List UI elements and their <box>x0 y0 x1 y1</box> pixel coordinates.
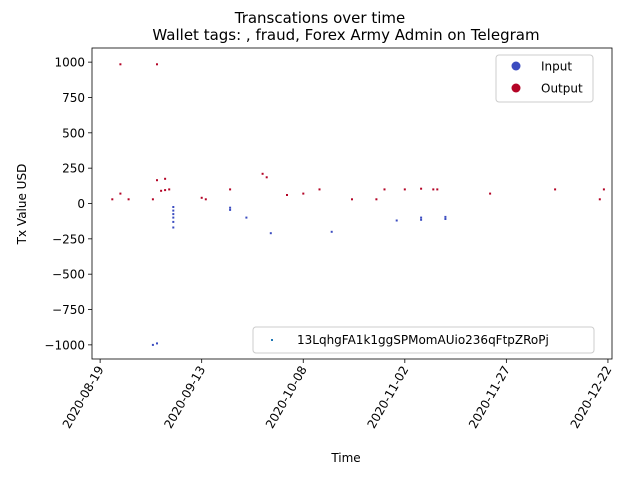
output-point <box>164 189 167 192</box>
input-point <box>156 342 158 345</box>
input-point <box>229 206 232 209</box>
legend-output-label: Output <box>541 82 583 96</box>
points-layer <box>111 63 605 346</box>
input-point <box>444 215 447 218</box>
output-point <box>432 188 435 191</box>
output-point <box>164 177 167 180</box>
input-point <box>172 206 175 208</box>
output-point <box>261 172 264 175</box>
x-axis-label: Time <box>330 451 360 465</box>
output-point <box>127 198 130 201</box>
chart-subtitle: Wallet tags: , fraud, Forex Army Admin o… <box>152 26 539 44</box>
x-tick-label: 2020-08-19 <box>60 364 107 431</box>
input-point <box>444 218 447 220</box>
input-point <box>420 216 423 219</box>
output-point <box>200 196 203 199</box>
input-point <box>395 219 398 222</box>
plot-frame <box>91 47 613 360</box>
output-point <box>156 179 158 182</box>
legend-address-marker <box>271 339 273 341</box>
legend-address: 13LqhgFA1k1ggSPMomAUio236qFtpZRoPj <box>252 326 595 354</box>
y-axis-label: Tx Value USD <box>15 164 29 246</box>
input-point <box>172 213 175 216</box>
output-point <box>204 198 207 201</box>
legend-input-marker <box>511 61 521 71</box>
output-point <box>602 188 605 191</box>
output-point <box>111 198 114 201</box>
output-point <box>489 192 492 195</box>
legend-type: Input Output <box>495 54 594 103</box>
y-tick-label: −500 <box>52 268 85 282</box>
output-point <box>383 188 386 191</box>
output-point <box>119 192 122 195</box>
chart-title: Transcations over time <box>234 9 406 27</box>
y-tick-label: −750 <box>52 303 85 317</box>
input-point <box>151 343 154 346</box>
output-point <box>229 188 232 191</box>
output-point <box>168 188 171 191</box>
output-point <box>436 188 439 191</box>
input-point <box>269 232 272 235</box>
input-point <box>420 218 423 221</box>
output-point <box>156 63 158 66</box>
y-tick-label: −1000 <box>44 338 85 352</box>
output-point <box>119 63 122 66</box>
y-tick-label: 1000 <box>54 56 85 70</box>
series-output <box>111 63 605 201</box>
x-tick-label: 2020-09-13 <box>161 364 208 431</box>
input-point <box>172 220 175 223</box>
series-input <box>151 206 447 346</box>
input-point <box>229 208 232 211</box>
x-tick-label: 2020-11-27 <box>466 364 513 431</box>
input-point <box>245 216 248 219</box>
input-point <box>172 216 175 219</box>
legend-input-label: Input <box>541 60 572 74</box>
legend-address-frame <box>252 326 595 354</box>
output-point <box>403 188 406 191</box>
y-tick-label: 750 <box>62 91 85 105</box>
x-tick-label: 2020-12-22 <box>568 364 615 431</box>
y-tick-label: −250 <box>52 232 85 246</box>
output-point <box>160 189 163 192</box>
x-tick-label: 2020-11-02 <box>364 364 411 431</box>
output-point <box>318 188 321 191</box>
y-tick-label: 500 <box>62 126 85 140</box>
input-point <box>172 226 175 229</box>
output-point <box>420 187 423 190</box>
y-tick-label: 0 <box>77 197 85 211</box>
output-point <box>375 198 378 201</box>
axes-layer: −1000 −750 −500 −250 0 250 500 750 1000 2020-08-1… <box>44 56 614 431</box>
y-tick-label: 250 <box>62 162 85 176</box>
x-tick-label: 2020-10-08 <box>263 364 310 431</box>
output-point <box>598 198 601 201</box>
output-point <box>302 192 305 195</box>
output-point <box>286 194 288 196</box>
input-point <box>330 230 333 233</box>
legend-address-label: 13LqhgFA1k1ggSPMomAUio236qFtpZRoPj <box>297 333 549 347</box>
output-point <box>554 188 557 191</box>
output-point <box>351 198 353 201</box>
output-point <box>265 176 268 179</box>
legend-output-marker <box>511 83 521 93</box>
input-point <box>172 209 175 212</box>
output-point <box>151 198 154 201</box>
